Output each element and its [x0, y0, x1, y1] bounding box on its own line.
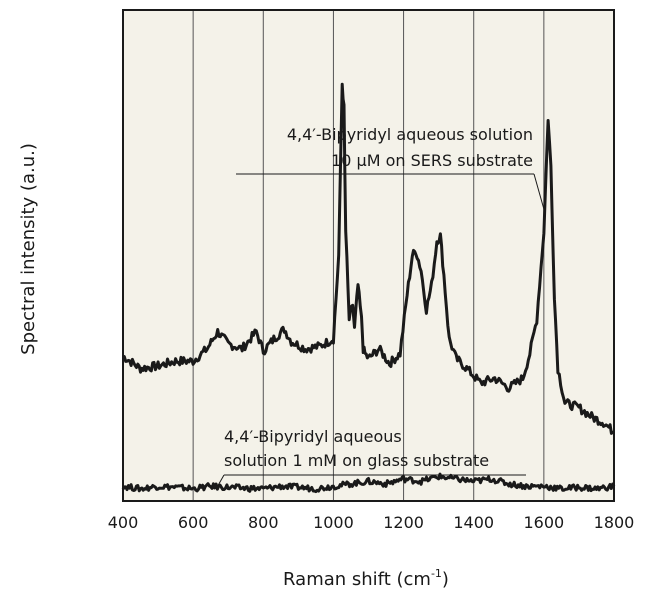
- x-tick-label: 1400: [453, 513, 494, 532]
- plot-frame: [122, 9, 615, 502]
- x-tick-label: 1000: [313, 513, 354, 532]
- x-tick-label: 400: [108, 513, 139, 532]
- x-axis-label-superscript: -1: [431, 567, 442, 580]
- annotation-glass-line1: 4,4′-Bipyridyl aqueous: [224, 427, 402, 446]
- y-axis-label: Spectral intensity (a.u.): [18, 143, 39, 355]
- series-line-glass: [121, 472, 616, 494]
- vertical-gridlines: [192, 10, 545, 501]
- x-tick-label: 1200: [383, 513, 424, 532]
- plot-area: [123, 10, 614, 501]
- x-tick-label: 1800: [594, 513, 635, 532]
- x-tick-label: 800: [248, 513, 279, 532]
- annotation-glass-leader: [215, 474, 225, 490]
- x-axis-label: Raman shift (cm-1): [283, 567, 449, 590]
- series-line-sers: [122, 82, 615, 435]
- annotation-sers-leader: [533, 173, 546, 214]
- annotation-glass-line2: solution 1 mM on glass substrate: [224, 451, 489, 470]
- annotation-sers-line2: 10 μM on SERS substrate: [331, 151, 533, 170]
- x-tick-label: 600: [178, 513, 209, 532]
- x-axis-ticks: 400 600 800 1000 1200 1400 1600 1800: [108, 513, 635, 532]
- annotation-sers-line1: 4,4′-Bipyridyl aqueous solution: [287, 125, 533, 144]
- x-tick-label: 1600: [523, 513, 564, 532]
- spectra-series: [121, 82, 616, 494]
